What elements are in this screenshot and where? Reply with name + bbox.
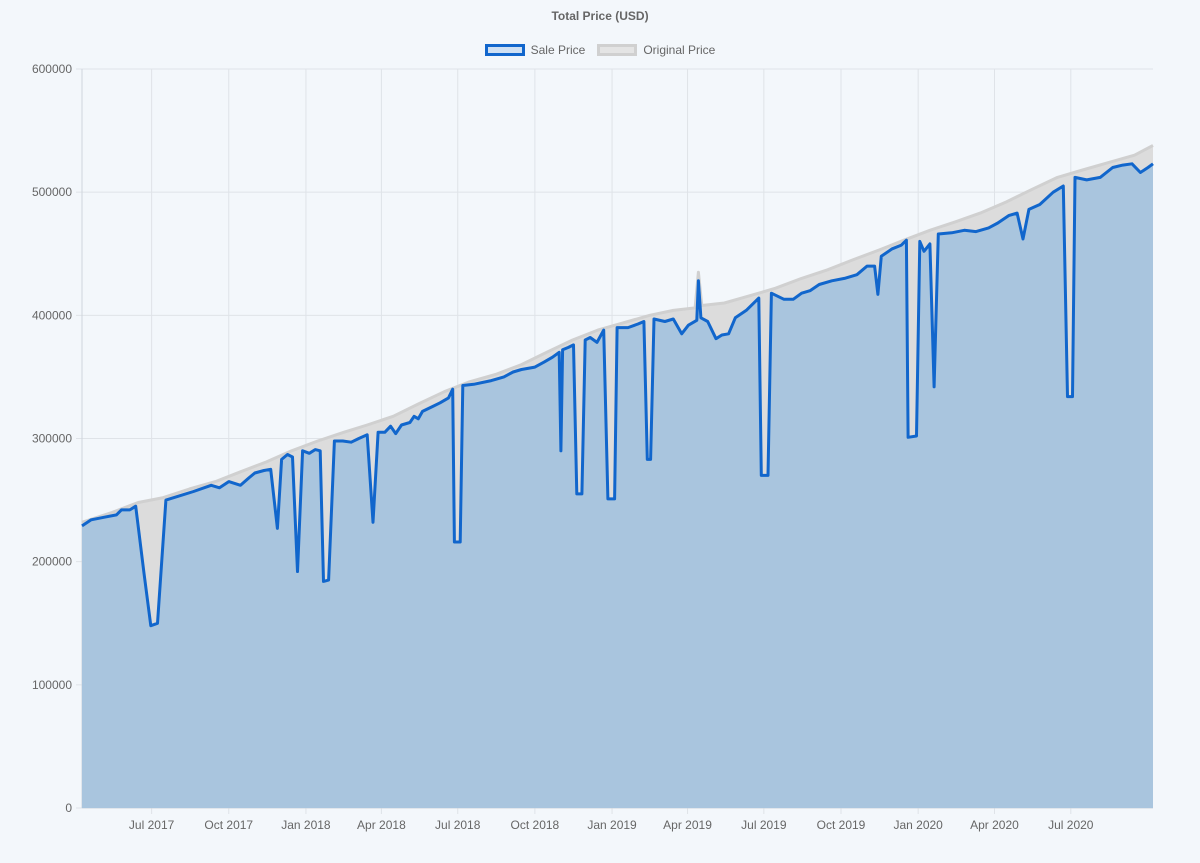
- y-tick-label: 300000: [32, 432, 72, 446]
- y-tick-label: 600000: [32, 62, 72, 76]
- x-tick-label: Jul 2018: [435, 818, 481, 832]
- series-layer: [81, 144, 1154, 809]
- x-tick-label: Jul 2020: [1048, 818, 1094, 832]
- x-tick-label: Jan 2020: [893, 818, 943, 832]
- chart-title: Total Price (USD): [551, 9, 649, 23]
- legend-item-original-price[interactable]: Original Price: [597, 43, 715, 57]
- sale-price-line: [81, 162, 1154, 628]
- x-tick-label: Jan 2019: [587, 818, 637, 832]
- y-tick-label: 200000: [32, 555, 72, 569]
- legend: Sale Price Original Price: [0, 43, 1200, 57]
- y-tick-label: 500000: [32, 185, 72, 199]
- x-tick-label: Oct 2018: [511, 818, 560, 832]
- legend-label-original-price: Original Price: [643, 43, 716, 57]
- legend-item-sale-price[interactable]: Sale Price: [484, 43, 586, 57]
- y-tick-label: 0: [65, 801, 72, 815]
- y-tick-label: 400000: [32, 308, 72, 322]
- y-tick-label: 100000: [32, 678, 72, 692]
- x-tick-label: Oct 2017: [204, 818, 253, 832]
- x-tick-label: Apr 2020: [970, 818, 1019, 832]
- axis-layer: 0 100000 200000 300000 400000 500000 600000 Jul…: [32, 62, 1094, 832]
- x-tick-label: Jul 2017: [129, 818, 175, 832]
- x-tick-label: Jul 2019: [741, 818, 787, 832]
- x-tick-label: Apr 2018: [357, 818, 406, 832]
- legend-label-sale-price: Sale Price: [530, 43, 586, 57]
- sale-price-area: [82, 163, 1153, 809]
- x-tick-label: Apr 2019: [663, 818, 712, 832]
- legend-swatch-sale-price: [484, 44, 525, 56]
- legend-swatch-original-price: [597, 44, 638, 56]
- original-price-line: [81, 144, 1154, 524]
- x-tick-label: Oct 2019: [817, 818, 866, 832]
- x-tick-label: Jan 2018: [281, 818, 331, 832]
